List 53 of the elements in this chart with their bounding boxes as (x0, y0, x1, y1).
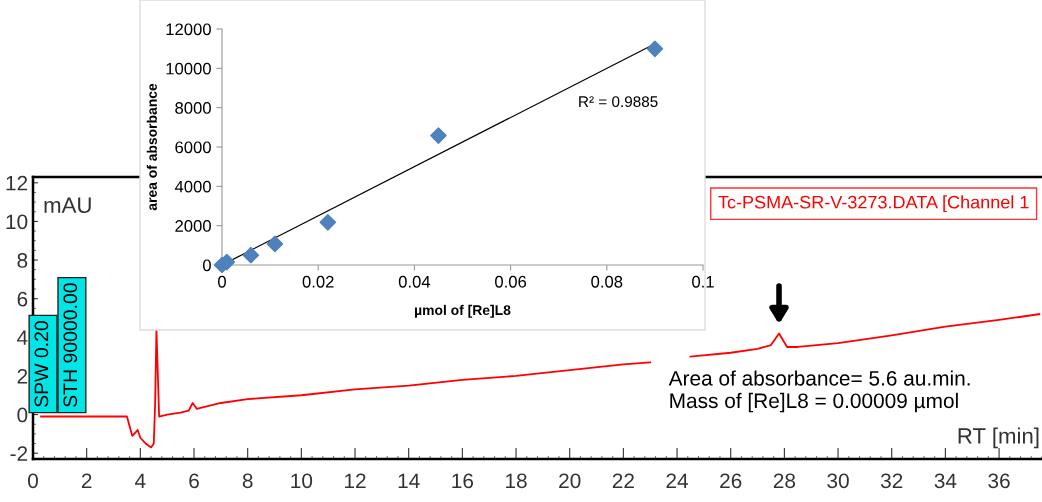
annotation: Area of absorbance= 5.6 au.min. Mass of [Re]L8 = 0.00009 µmol (668, 370, 970, 413)
x-tick-label: 12 (345, 473, 366, 488)
x-axis-title: µmol of [Re]L8 (415, 304, 511, 318)
point (430, 127, 447, 144)
x-tick-label: 0 (218, 275, 226, 288)
x-tick-label: 36 (988, 473, 1010, 489)
x-tick-label: 10 (291, 473, 313, 489)
x-tick-label: 28 (773, 473, 796, 489)
x-tick-label: 0.1 (692, 275, 714, 288)
y-tick-label: 8 (17, 253, 28, 268)
point (319, 214, 337, 231)
y-axis-title: area of absorbance (146, 83, 157, 211)
x-tick-label: 32 (880, 473, 903, 489)
y-tick-label: 0 (202, 259, 211, 272)
annotation: STH 90000.00 (63, 283, 78, 407)
x-tick-label: 20 (559, 473, 581, 489)
x-tick-label: 2 (81, 473, 92, 488)
x-tick-label: 18 (506, 473, 527, 489)
annotation: R² = 0.9885 (579, 96, 658, 108)
point (242, 246, 260, 264)
y-tick-label: 8000 (175, 102, 211, 114)
y-tick-label: 4000 (174, 180, 211, 193)
y-axis-title: mAU (44, 197, 91, 214)
x-tick-label: 0.04 (398, 275, 431, 288)
y-tick-label: 4 (17, 330, 28, 345)
y-tick-label: 6 (17, 291, 28, 307)
y-tick-label: 2000 (175, 220, 211, 232)
x-axis-title: RT [min] (958, 427, 1039, 449)
x-tick-label: 4 (135, 473, 146, 488)
x-tick-label: 34 (934, 473, 957, 489)
y-tick-label: 12000 (166, 23, 211, 36)
x-tick-label: 30 (827, 473, 849, 489)
annotation: SPW 0.20 (34, 321, 49, 407)
y-tick-label: 12 (6, 175, 28, 191)
x-tick-label: 0.08 (591, 275, 623, 288)
x-tick-label: 24 (666, 473, 689, 488)
y-tick-label: 6000 (175, 141, 211, 154)
point (646, 40, 664, 58)
y-tick-label: 10 (6, 214, 28, 230)
y-tick-label: -2 (10, 446, 28, 461)
point (266, 235, 284, 253)
y-tick-label: 0 (17, 407, 28, 423)
x-tick-label: 26 (720, 473, 742, 489)
y-tick-label: 10000 (166, 62, 211, 75)
y-tick-label: 2 (17, 368, 28, 384)
x-tick-label: 0.02 (302, 275, 334, 288)
x-tick-label: 0.06 (495, 275, 527, 288)
x-tick-label: 16 (452, 473, 474, 489)
text: Tc-PSMA-SR-V-3273.DATA [Channel 1 (718, 195, 1029, 213)
x-tick-label: 0 (28, 473, 38, 489)
x-tick-label: 8 (242, 473, 253, 489)
x-tick-label: 22 (612, 473, 634, 488)
x-tick-label: 14 (398, 473, 420, 488)
